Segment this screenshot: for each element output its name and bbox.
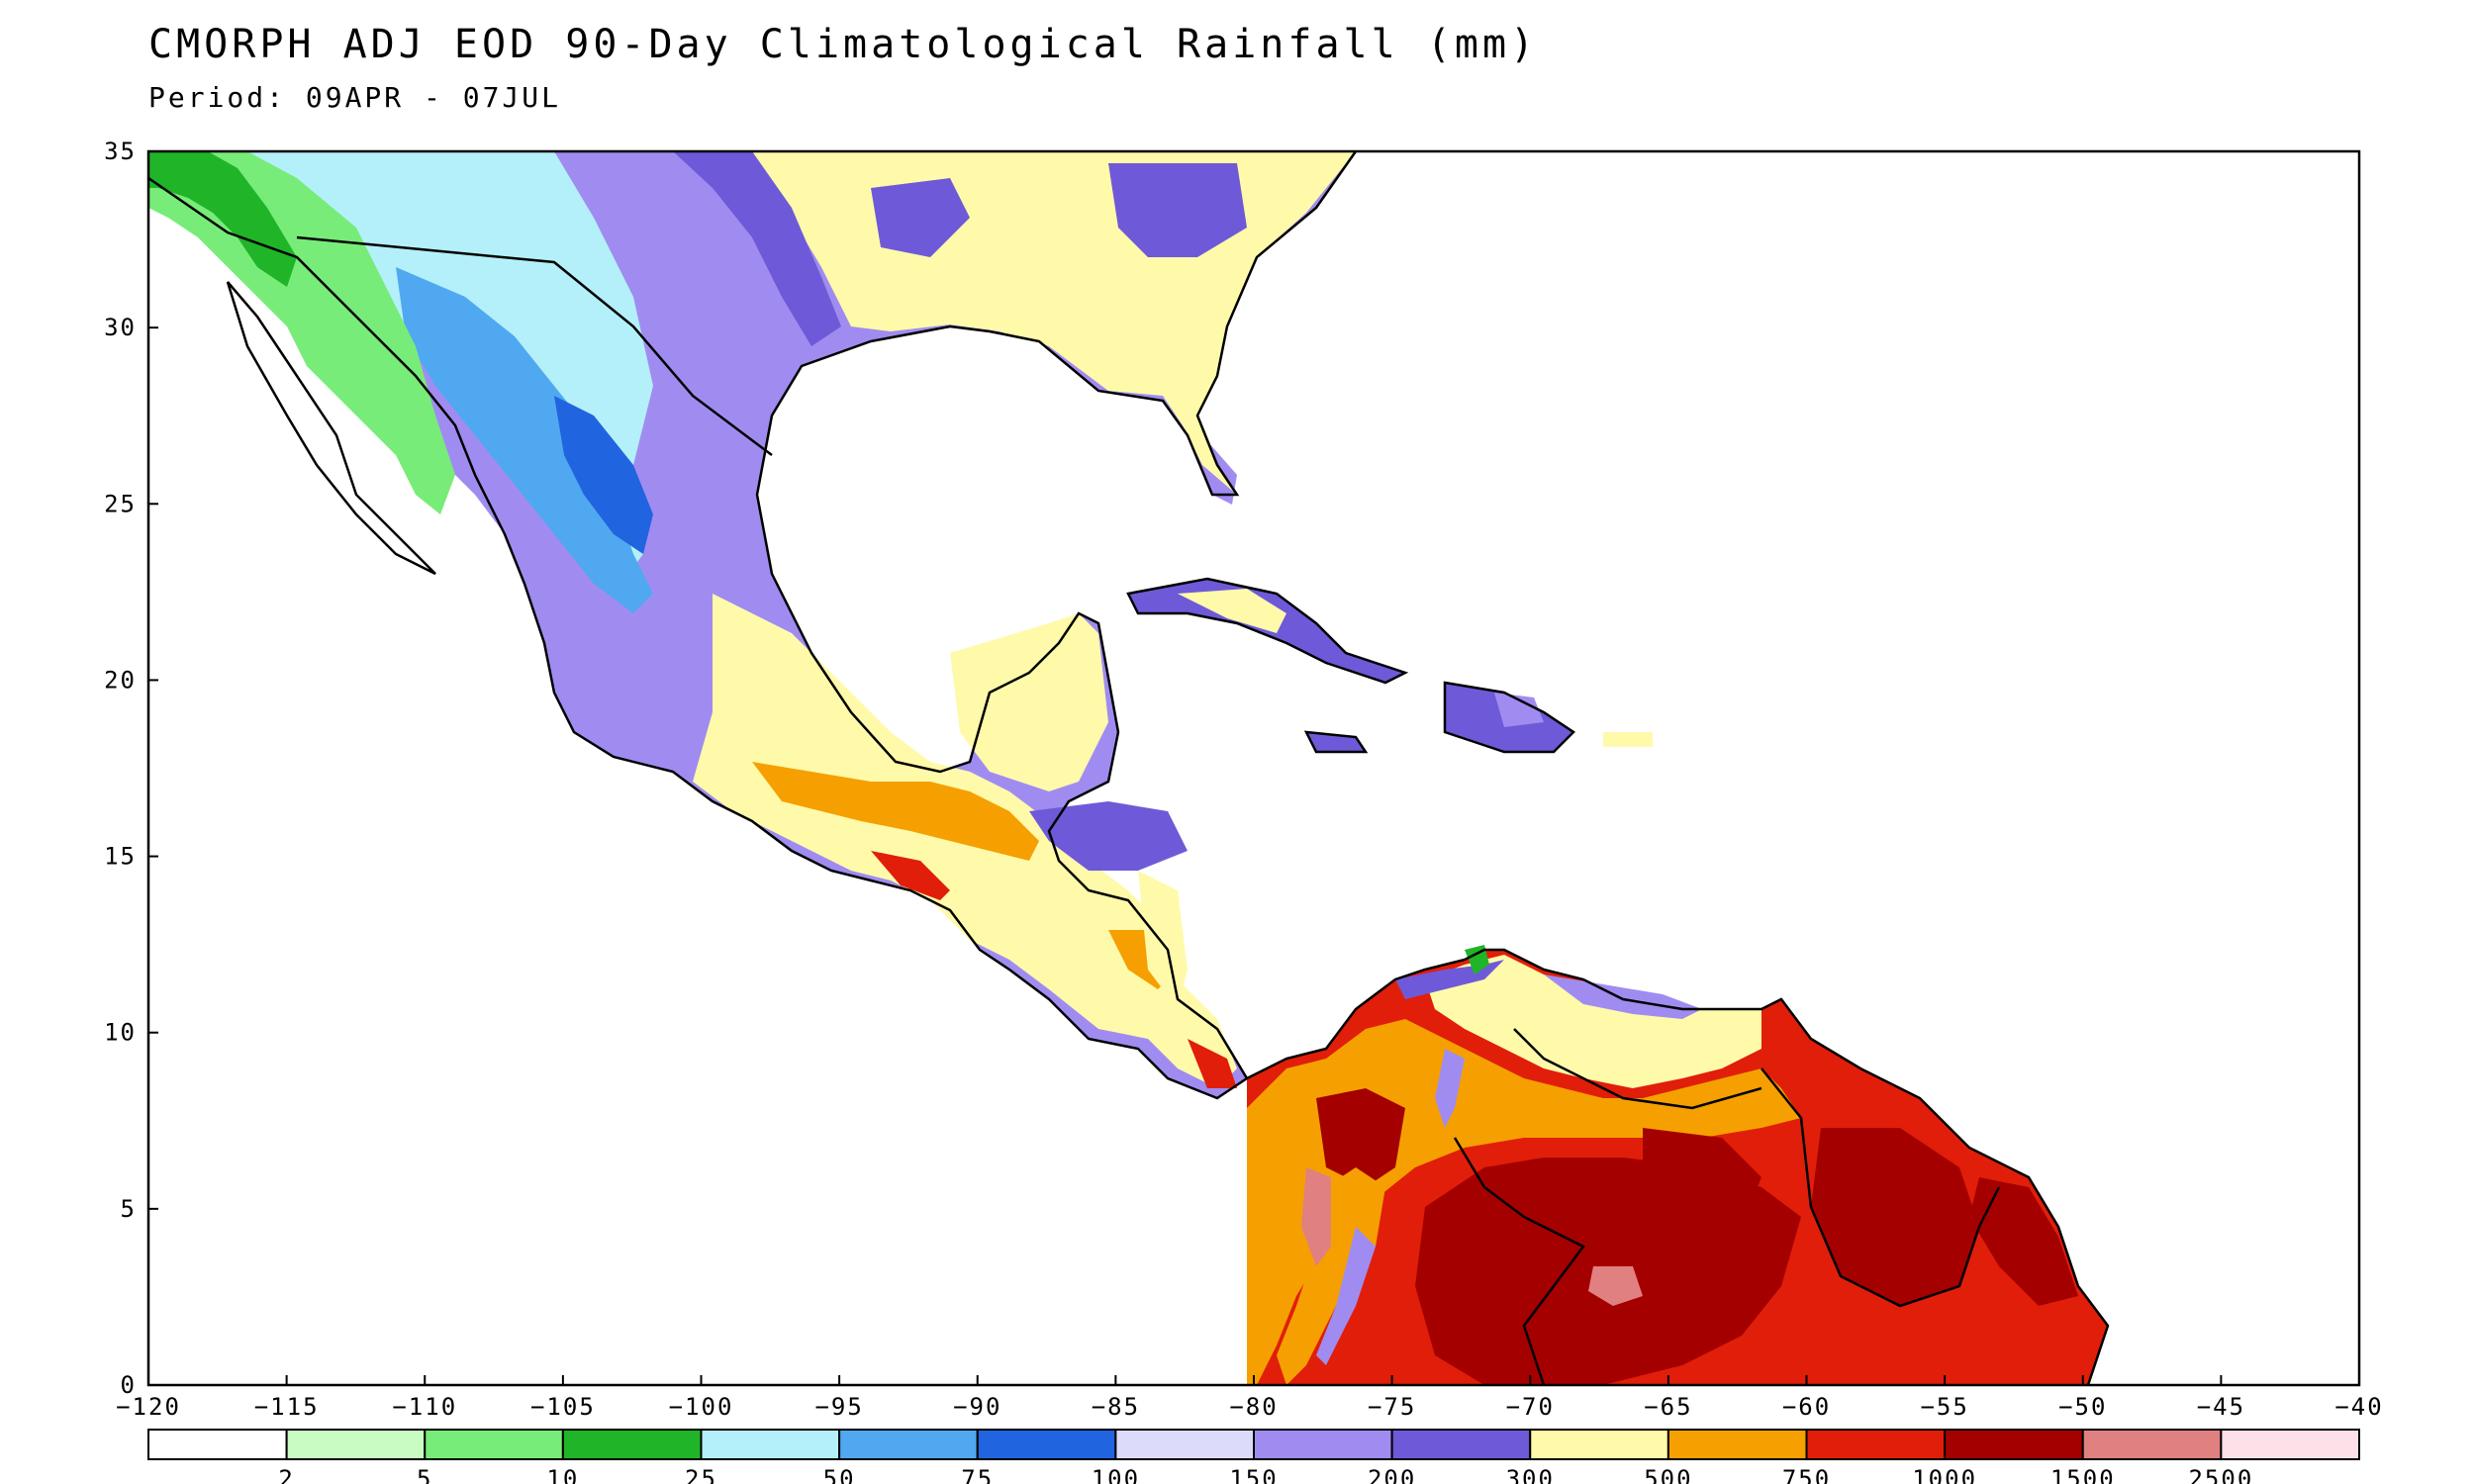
colorbar-swatch (1390, 1429, 1532, 1460)
lon-tick-label: −115 (254, 1393, 320, 1421)
colorbar-swatch (1805, 1429, 1947, 1460)
colorbar-swatch (976, 1429, 1117, 1460)
colorbar-swatch (561, 1429, 703, 1460)
colorbar-swatch (1666, 1429, 1808, 1460)
colorbar-label: 25 (685, 1465, 717, 1484)
lat-tick-label: 5 (121, 1195, 137, 1223)
lon-tick-label: −65 (1644, 1393, 1692, 1421)
longitude-axis: −120 −115 −110 −105 −100 −95 −90 −85 −80 −75 −70 −6… (116, 1375, 2383, 1421)
colorbar-label: 200 (1368, 1465, 1416, 1484)
colorbar-swatch (147, 1429, 288, 1460)
lat-tick-label: 10 (104, 1019, 137, 1047)
lon-tick-label: −100 (669, 1393, 734, 1421)
colorbar-swatch (424, 1429, 564, 1460)
lat-tick-label: 35 (104, 138, 137, 165)
lon-tick-label: −45 (2197, 1393, 2245, 1421)
lon-tick-label: −75 (1368, 1393, 1416, 1421)
colorbar-swatch (1253, 1429, 1393, 1460)
lat-tick-label: 30 (104, 314, 137, 341)
lon-tick-label: −80 (1229, 1393, 1278, 1421)
lon-tick-label: −55 (1920, 1393, 1968, 1421)
colorbar-swatch (1529, 1429, 1669, 1460)
colorbar-swatch (2220, 1429, 2360, 1460)
colorbar-label: 2500 (2188, 1465, 2253, 1484)
colorbar-label: 500 (1644, 1465, 1692, 1484)
colorbar-label: 5 (417, 1465, 432, 1484)
colorbar-label: 2 (278, 1465, 294, 1484)
north-america-landmass (148, 151, 1356, 1098)
colorbar-swatch (1114, 1429, 1255, 1460)
lon-tick-label: −60 (1782, 1393, 1831, 1421)
colorbar-swatch (2081, 1429, 2223, 1460)
lat-tick-label: 20 (104, 666, 137, 694)
colorbar-swatch (285, 1429, 427, 1460)
colorbar-label: 750 (1782, 1465, 1831, 1484)
colorbar-label: 1500 (2050, 1465, 2116, 1484)
lon-tick-label: −40 (2334, 1393, 2383, 1421)
chart-subtitle: Period: 09APR - 07JUL (148, 81, 562, 114)
chart-title: CMORPH ADJ EOD 90-Day Climatological Rai… (148, 22, 1539, 67)
colorbar-label: 75 (961, 1465, 994, 1484)
lon-tick-label: −110 (392, 1393, 457, 1421)
lon-tick-label: −90 (953, 1393, 1001, 1421)
lon-tick-label: −85 (1092, 1393, 1140, 1421)
colorbar-swatch (1944, 1429, 2084, 1460)
colorbar-label: 100 (1092, 1465, 1140, 1484)
colorbar-legend: 2 5 10 25 50 75 100 150 200 300 500 750 1000 1500 2500 (147, 1429, 2360, 1484)
lon-tick-label: −70 (1506, 1393, 1555, 1421)
colorbar-swatch (838, 1429, 979, 1460)
map-area (148, 151, 2359, 1385)
lat-tick-label: 0 (121, 1371, 137, 1399)
colorbar-label: 50 (823, 1465, 856, 1484)
colorbar-swatch (700, 1429, 841, 1460)
lon-tick-label: −105 (530, 1393, 596, 1421)
caribbean-islands (1128, 579, 1653, 752)
colorbar-label: 150 (1229, 1465, 1278, 1484)
latitude-axis: 0 5 10 15 20 25 30 35 (104, 138, 158, 1399)
lat-tick-label: 25 (104, 490, 137, 517)
lon-tick-label: −120 (116, 1393, 181, 1421)
lon-tick-label: −95 (814, 1393, 863, 1421)
lat-tick-label: 15 (104, 843, 137, 871)
colorbar-label: 300 (1506, 1465, 1555, 1484)
lon-tick-label: −50 (2058, 1393, 2107, 1421)
colorbar-label: 10 (546, 1465, 579, 1484)
coastlines (148, 151, 2110, 1385)
south-america-landmass (1247, 945, 2108, 1385)
colorbar-label: 1000 (1912, 1465, 1977, 1484)
